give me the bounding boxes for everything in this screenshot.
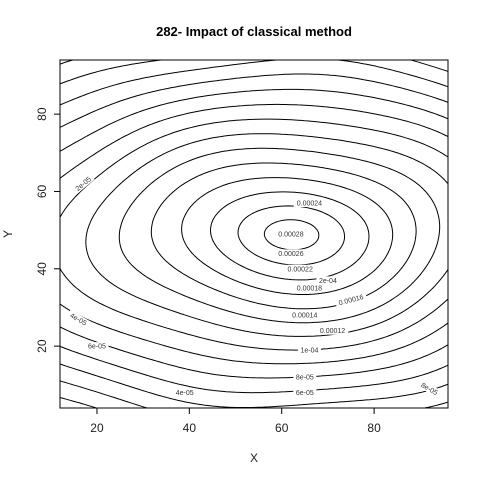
contour-line-9	[59, 103, 449, 365]
contour-label-bg	[293, 388, 317, 397]
contour-label-bg	[275, 230, 307, 238]
contour-line-7	[85, 133, 449, 337]
contour-label: 6e-05	[296, 390, 314, 397]
x-axis-ticks: 20 40 60 80	[90, 408, 381, 435]
x-tick-label: 60	[275, 421, 289, 435]
contour-line-14	[59, 59, 97, 409]
contour-label: 4e-05	[176, 390, 194, 397]
contour-label: 0.00012	[320, 328, 345, 335]
contour-label-bg	[85, 342, 109, 351]
contour-label: 0.00024	[297, 201, 322, 208]
contour-label: 6e-05	[88, 344, 106, 351]
contour-label-bg	[293, 284, 326, 293]
contour-label: 0.00028	[278, 232, 303, 239]
contour-label-bg	[297, 346, 321, 354]
contour-line-11	[59, 73, 449, 394]
y-tick-label: 80	[35, 107, 49, 121]
x-tick-label: 20	[90, 421, 104, 435]
contour-label-bg	[66, 309, 91, 329]
y-axis-ticks: 20 40 60 80	[35, 107, 60, 353]
contour-label-bg	[289, 311, 321, 320]
contour-label: 8e-05	[296, 375, 314, 382]
contour-label: 0.00014	[292, 313, 317, 320]
contour-label: 0.00022	[288, 266, 313, 273]
contour-label-bg	[316, 276, 340, 285]
contour-line-10	[59, 88, 449, 379]
chart-title: 282- Impact of classical method	[156, 24, 352, 39]
contour-label-bg	[71, 173, 95, 195]
x-axis-label: X	[250, 451, 258, 465]
contour-line-13	[59, 59, 449, 409]
contour-label-bg	[293, 199, 326, 208]
y-tick-label: 60	[35, 184, 49, 198]
contour-label-bg	[275, 249, 307, 258]
plot-frame	[59, 59, 449, 409]
y-tick-label: 40	[35, 262, 49, 276]
contour-label-bg	[293, 373, 317, 382]
contour-line-6	[118, 147, 441, 324]
contour-label: 2e-04	[319, 278, 337, 285]
contour-label-bg	[334, 291, 368, 308]
contour-line-4	[181, 177, 394, 295]
y-tick-label: 20	[35, 339, 49, 353]
contour-label: 0.00018	[297, 286, 322, 293]
x-tick-label: 40	[183, 421, 197, 435]
contour-label-bg	[417, 379, 442, 398]
contour-label: 0.00026	[278, 251, 303, 258]
contour-lines	[59, 59, 449, 409]
contour-label-bg	[284, 264, 316, 273]
x-tick-label: 80	[367, 421, 381, 435]
contour-label-bg	[316, 326, 349, 335]
contour-label-bg	[173, 388, 197, 397]
contour-label: 1e-04	[300, 348, 318, 355]
y-axis-label: Y	[1, 230, 15, 238]
